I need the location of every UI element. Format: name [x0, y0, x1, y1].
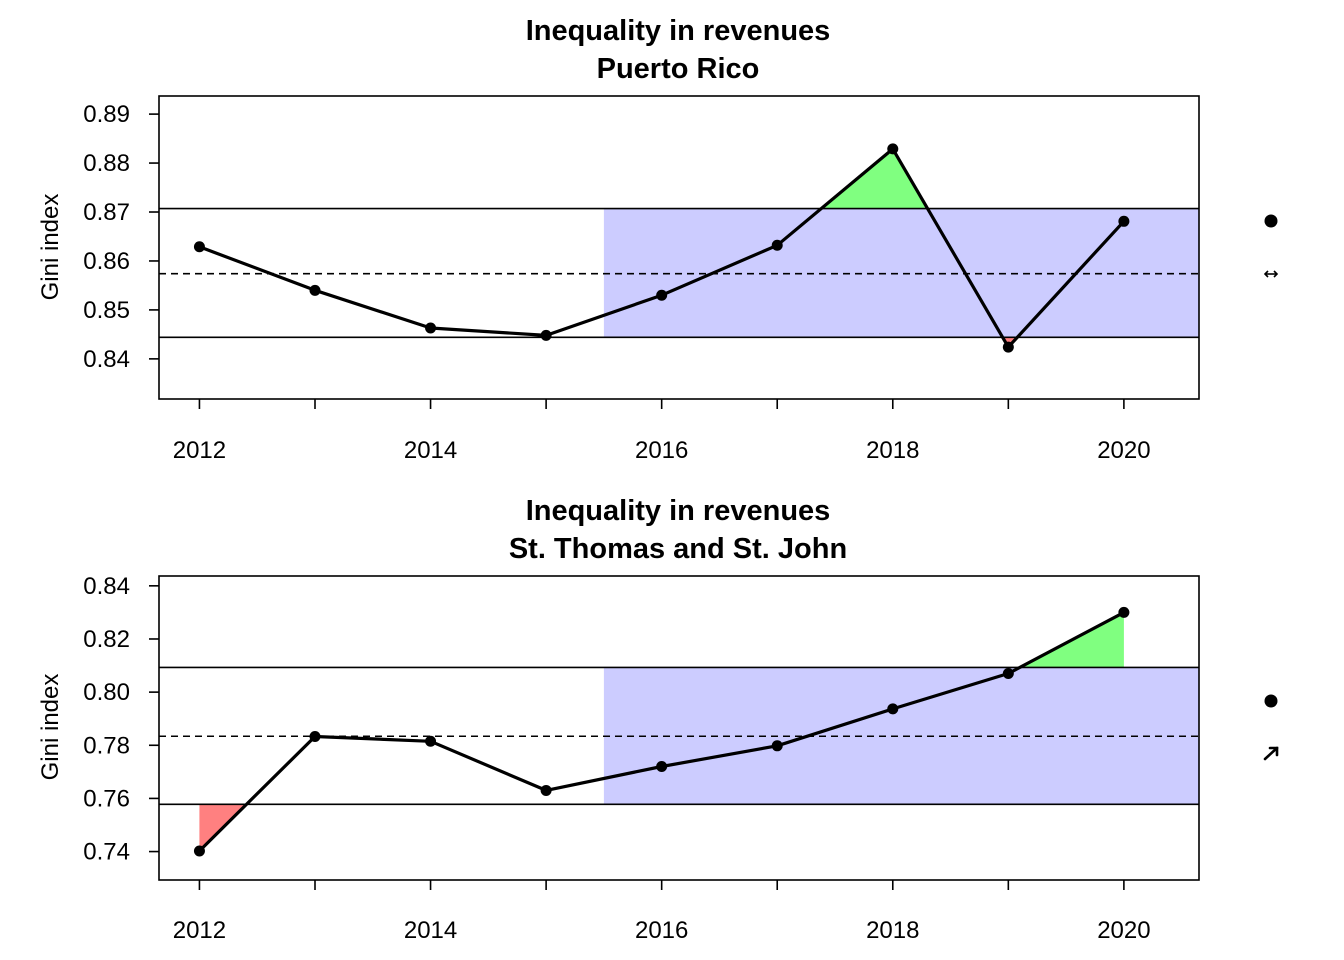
- x-tick-label: 2014: [404, 917, 457, 944]
- chart-title: Inequality in revenues: [526, 15, 831, 47]
- side-icons: [1263, 214, 1279, 278]
- x-tick-label: 2016: [635, 437, 688, 464]
- data-point: [309, 731, 321, 743]
- data-point: [771, 239, 783, 251]
- data-point: [193, 241, 205, 253]
- y-axis-label: Gini index: [37, 194, 64, 301]
- data-point: [425, 322, 437, 334]
- left-right-arrow-icon: [1263, 270, 1279, 278]
- plot-area: 2012 2014 2016 2018 2020 0.84 0.85 0.86 0.87 0.88…: [83, 95, 1200, 464]
- data-point: [540, 329, 552, 341]
- y-tick-label: 0.89: [83, 101, 130, 128]
- y-tick-label: 0.87: [83, 199, 130, 226]
- y-tick-label: 0.84: [83, 346, 130, 373]
- filled-dot-icon: [1264, 694, 1278, 708]
- chart-panel-st-thomas-and-st-john: Inequality in revenues St. Thomas and St…: [37, 495, 1279, 944]
- data-point: [1118, 215, 1130, 227]
- x-tick-label: 2018: [866, 437, 919, 464]
- y-tick-label: 0.74: [83, 839, 130, 866]
- data-point: [656, 761, 668, 773]
- plot-frame: [158, 575, 1200, 881]
- y-tick-label: 0.80: [83, 679, 130, 706]
- x-tick-label: 2014: [404, 437, 457, 464]
- x-tick-label: 2020: [1097, 917, 1150, 944]
- data-point: [193, 845, 205, 857]
- y-tick-label: 0.84: [83, 573, 130, 600]
- y-tick-label: 0.82: [83, 626, 130, 653]
- y-axis-label: Gini index: [37, 674, 64, 781]
- data-point: [309, 284, 321, 296]
- data-point: [771, 740, 783, 752]
- data-point: [656, 289, 668, 301]
- x-tick-label: 2012: [173, 437, 226, 464]
- x-tick-label: 2016: [635, 917, 688, 944]
- data-point: [425, 735, 437, 747]
- chart-panel-puerto-rico: Inequality in revenues Puerto Rico Gini …: [37, 15, 1279, 464]
- x-tick-label: 2020: [1097, 437, 1150, 464]
- x-tick-label: 2012: [173, 917, 226, 944]
- y-tick-label: 0.88: [83, 150, 130, 177]
- chart-subtitle: Puerto Rico: [597, 53, 760, 85]
- filled-dot-icon: [1264, 214, 1278, 228]
- plot-frame: [158, 95, 1200, 400]
- data-point: [1002, 341, 1014, 353]
- x-tick-label: 2018: [866, 917, 919, 944]
- y-tick-label: 0.85: [83, 297, 130, 324]
- y-tick-label: 0.86: [83, 248, 130, 275]
- data-point: [1118, 606, 1130, 618]
- y-tick-label: 0.78: [83, 732, 130, 759]
- data-point: [1002, 668, 1014, 680]
- chart-title: Inequality in revenues: [526, 495, 831, 527]
- data-point: [887, 143, 899, 155]
- data-point: [887, 703, 899, 715]
- plot-area: 2012 2014 2016 2018 2020 0.74 0.76 0.78 0.80 0.82…: [83, 573, 1200, 944]
- data-point: [540, 784, 552, 796]
- chart-subtitle: St. Thomas and St. John: [509, 533, 847, 565]
- up-right-arrow-icon: [1263, 746, 1279, 761]
- y-tick-label: 0.76: [83, 785, 130, 812]
- side-icons: [1263, 694, 1279, 761]
